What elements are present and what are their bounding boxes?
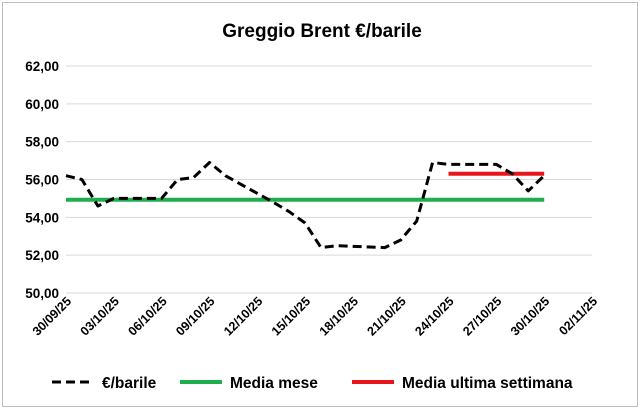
x-tick-label: 02/11/25 [556,294,600,338]
y-tick-label: 56,00 [25,173,59,188]
x-tick-label: 18/10/25 [317,294,361,338]
x-tick-label: 09/10/25 [173,294,217,338]
x-tick-label: 21/10/25 [365,294,409,338]
legend: €/barile Media mese Media ultima settimana [52,375,573,392]
y-tick-label: 58,00 [25,135,59,150]
y-tick-label: 50,00 [25,286,59,301]
y-tick-label: 62,00 [25,59,59,74]
y-tick-label: 52,00 [25,248,59,263]
grid-layer [66,65,592,294]
x-axis-ticks: 30/09/25 03/10/25 06/10/25 09/10/25 12/10/25… [30,294,600,338]
x-tick-label: 06/10/25 [125,294,169,338]
series-line-0 [65,161,546,250]
x-tick-label: 27/10/25 [460,294,504,338]
x-tick-label: 30/10/25 [508,294,552,338]
legend-label-2: Media ultima settimana [402,375,573,392]
legend-label-1: Media mese [230,375,318,392]
x-tick-label: 03/10/25 [78,294,122,338]
series-layer [65,161,546,250]
y-tick-label: 54,00 [25,210,59,225]
y-tick-label: 60,00 [25,97,59,112]
x-tick-label: 15/10/25 [269,294,313,338]
x-tick-label: 24/10/25 [412,294,456,338]
chart-frame [2,2,638,407]
chart-title: Greggio Brent €/barile [222,21,422,42]
x-tick-label: 12/10/25 [221,294,265,338]
legend-label-0: €/barile [102,375,157,392]
y-axis-ticks: 50,00 52,00 54,00 56,00 58,00 60,00 62,00 [25,59,59,301]
